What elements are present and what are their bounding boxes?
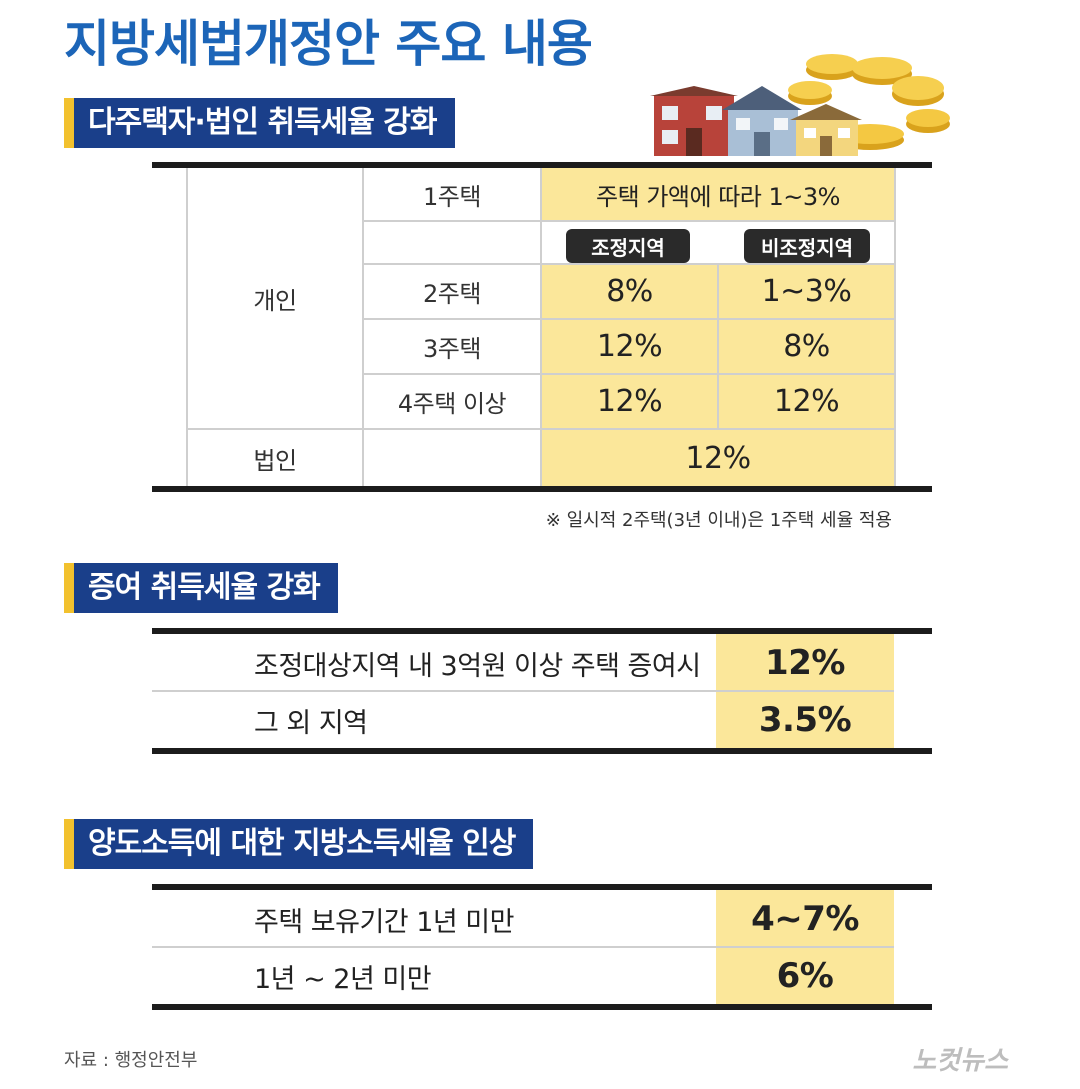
- col-header-adjusted-area: 조정지역: [566, 229, 690, 263]
- gift-row-value: 12%: [765, 643, 845, 683]
- rate-two-adjusted: 8%: [606, 274, 653, 309]
- holding-row-value: 4~7%: [751, 899, 859, 939]
- one-house-rate: 주택 가액에 따라 1~3%: [596, 182, 840, 211]
- divider: [540, 168, 542, 486]
- holding-row-label: 1년 ~ 2년 미만: [254, 963, 432, 995]
- section-heading-text: 다주택자·법인 취득세율 강화: [74, 98, 455, 148]
- footnote: ※ 일시적 2주택(3년 이내)은 1주택 세율 적용: [545, 510, 892, 531]
- table-bottom-border: [152, 1004, 932, 1010]
- cell-bg: [542, 264, 896, 486]
- holding-row-label: 주택 보유기간 1년 미만: [254, 906, 515, 938]
- divider: [186, 168, 188, 486]
- divider: [152, 946, 894, 948]
- section-heading-text: 증여 취득세율 강화: [74, 563, 338, 613]
- gift-row-label: 조정대상지역 내 3억원 이상 주택 증여시: [254, 650, 701, 682]
- gift-row-value: 3.5%: [758, 700, 852, 740]
- table-top-border: [152, 628, 932, 634]
- rate-two-non-adjusted: 1~3%: [761, 274, 852, 309]
- table-bottom-border: [152, 748, 932, 754]
- divider: [362, 373, 896, 375]
- row-label-corporate: 법인: [253, 446, 297, 475]
- rate-three-non-adjusted: 8%: [783, 329, 830, 364]
- news-logo: 노컷뉴스: [912, 1046, 1008, 1076]
- divider: [362, 263, 896, 265]
- rate-four-plus-non-adjusted: 12%: [773, 384, 840, 419]
- holding-row-value: 6%: [776, 956, 834, 996]
- divider: [717, 264, 719, 428]
- blue-house-icon: [722, 86, 802, 156]
- row-label-one-house: 1주택: [423, 182, 481, 211]
- cell-bg: [542, 168, 896, 220]
- divider: [186, 428, 896, 430]
- table-top-border: [152, 162, 932, 168]
- rate-corporate: 12%: [685, 440, 751, 476]
- houses-and-coins-illustration: [650, 54, 950, 156]
- col-header-non-adjusted-area: 비조정지역: [744, 229, 870, 263]
- page-title: 지방세법개정안 주요 내용: [64, 15, 593, 73]
- yellow-house-icon: [790, 104, 862, 156]
- red-house-icon: [650, 86, 738, 156]
- divider: [362, 168, 364, 486]
- divider: [362, 220, 896, 222]
- table-bottom-border: [152, 486, 932, 492]
- gift-row-label: 그 외 지역: [254, 707, 368, 739]
- divider: [894, 168, 896, 486]
- row-label-four-plus-houses: 4주택 이상: [397, 390, 507, 418]
- divider: [152, 690, 894, 692]
- source-credit: 자료 : 행정안전부: [64, 1050, 198, 1071]
- row-label-individual: 개인: [253, 286, 297, 315]
- row-label-three-houses: 3주택: [423, 335, 481, 363]
- row-label-two-houses: 2주택: [423, 280, 481, 308]
- table-top-border: [152, 884, 932, 890]
- divider: [362, 318, 896, 320]
- coin-stack-icon: [788, 54, 950, 150]
- rate-four-plus-adjusted: 12%: [596, 384, 663, 419]
- section-heading-text: 양도소득에 대한 지방소득세율 인상: [74, 819, 534, 869]
- rate-three-adjusted: 12%: [596, 329, 663, 364]
